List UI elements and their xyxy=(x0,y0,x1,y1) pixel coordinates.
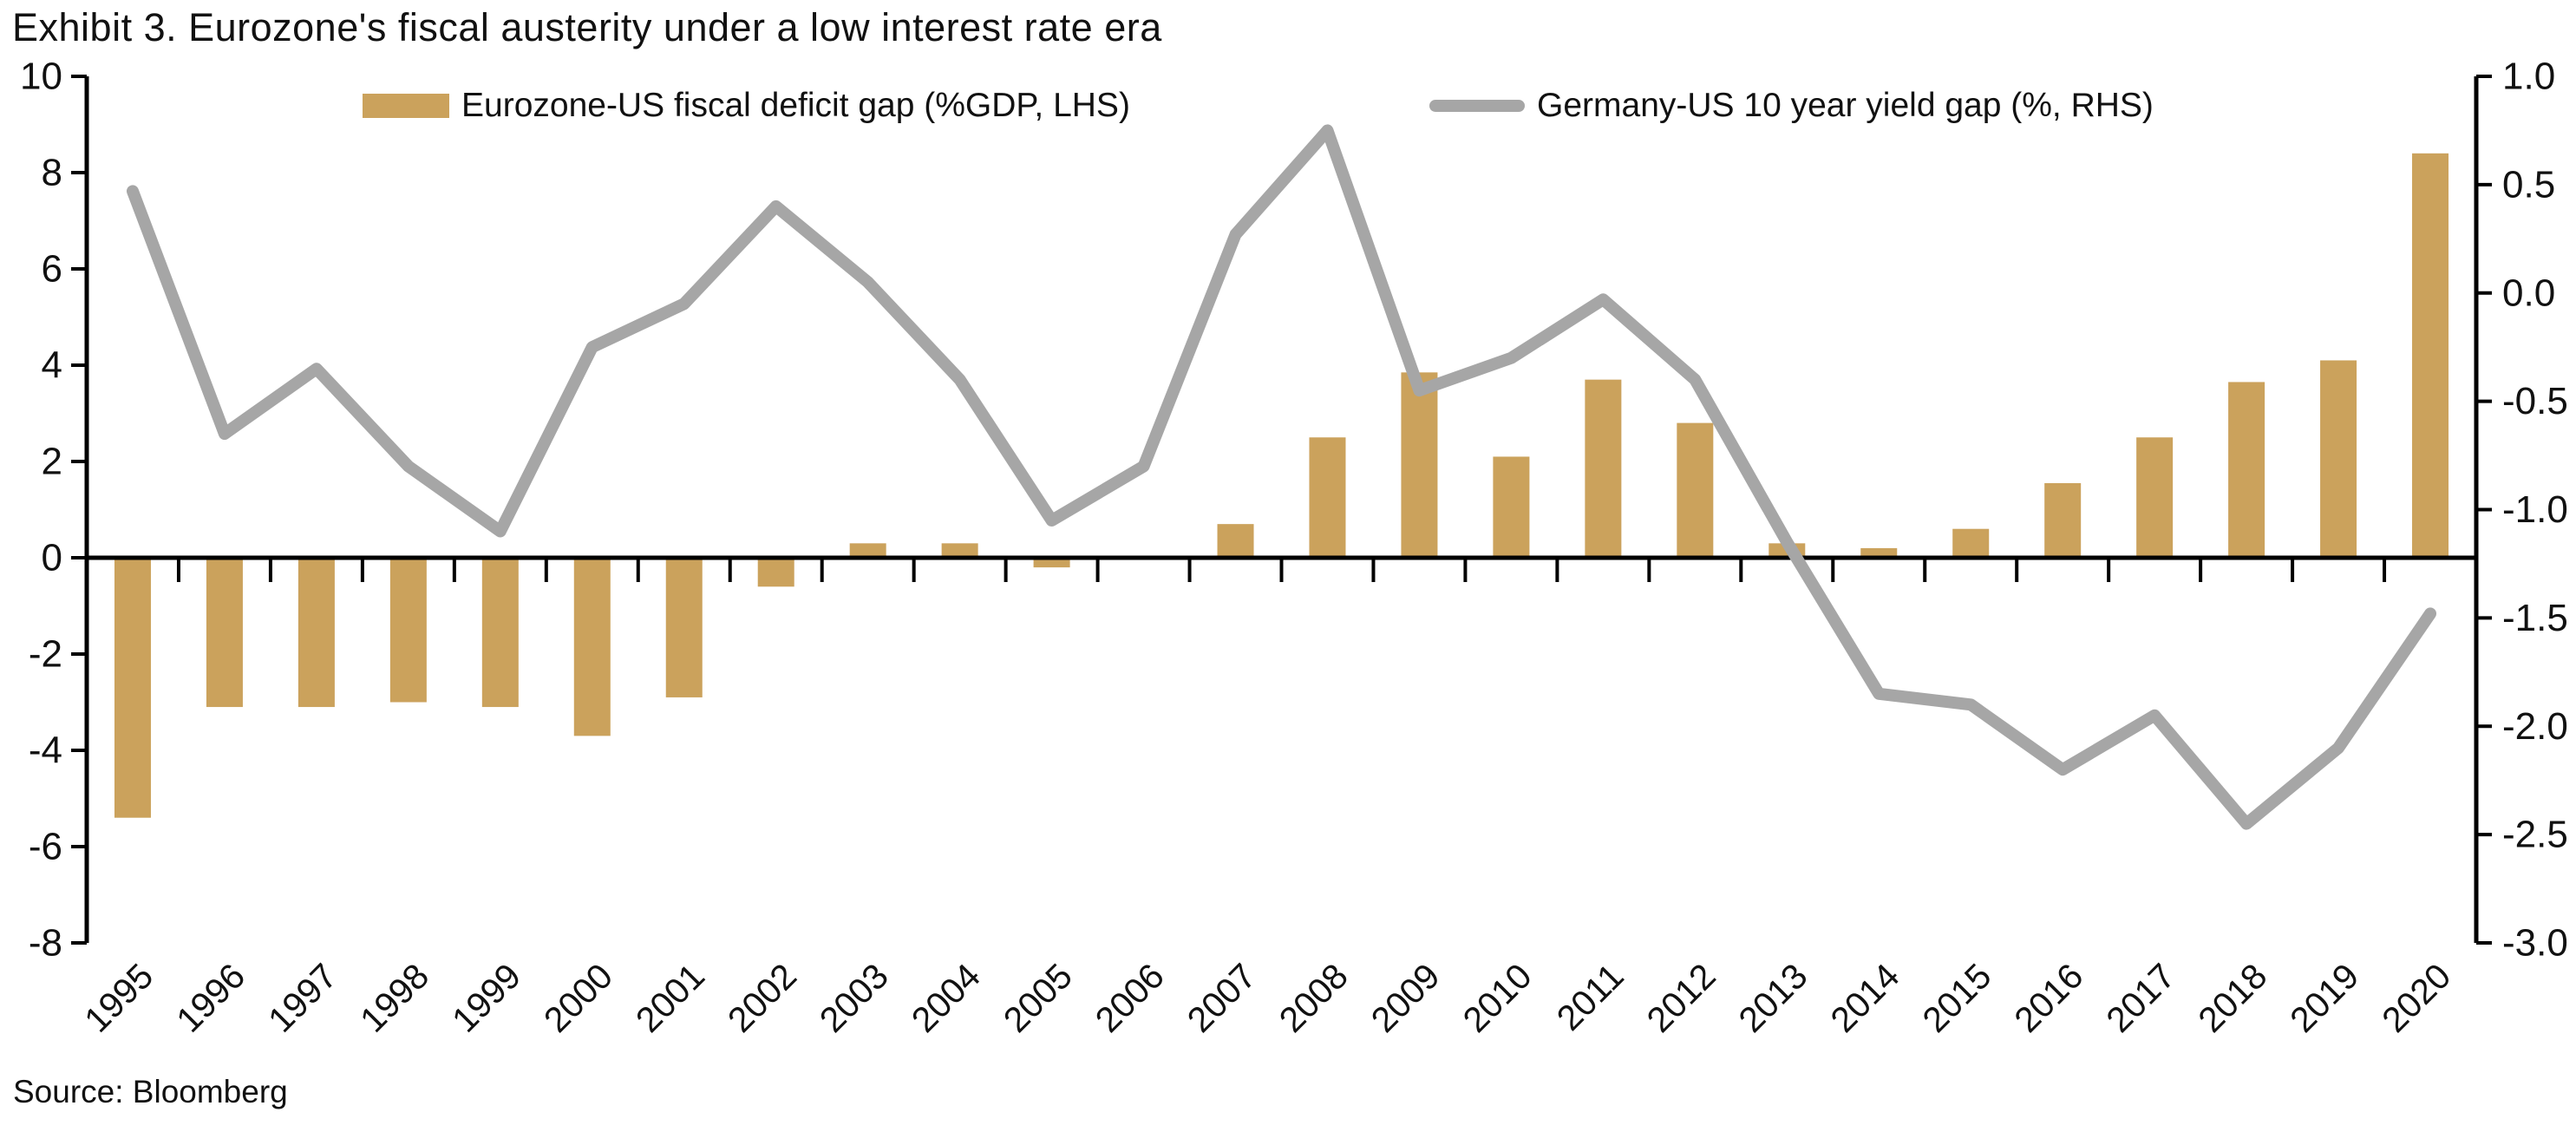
x-axis-year-label: 2016 xyxy=(2007,956,2091,1040)
bar-2018 xyxy=(2228,382,2265,558)
x-axis-year-label: 1996 xyxy=(168,956,252,1040)
right-axis-tick-label: -0.5 xyxy=(2502,380,2568,422)
right-axis-tick-label: -2.0 xyxy=(2502,705,2568,748)
right-axis-tick-label: -1.5 xyxy=(2502,597,2568,639)
bar-series-swatch-icon xyxy=(363,94,449,118)
x-axis-year-label: 2008 xyxy=(1272,956,1356,1040)
x-axis-year-label: 2020 xyxy=(2374,956,2458,1040)
left-axis-tick-label: 4 xyxy=(42,344,62,387)
bar-2011 xyxy=(1585,379,1622,558)
legend-label-bar-series: Eurozone-US fiscal deficit gap (%GDP, LH… xyxy=(461,87,1130,124)
x-axis-year-label: 2017 xyxy=(2098,956,2182,1040)
x-axis-year-label: 2004 xyxy=(904,956,988,1040)
x-axis-year-label: 2005 xyxy=(996,956,1080,1040)
bar-1999 xyxy=(481,558,519,708)
left-axis-tick-label: 0 xyxy=(42,537,62,579)
left-axis-tick-label: -4 xyxy=(29,730,62,772)
x-axis-year-label: 1997 xyxy=(260,956,344,1040)
bar-2001 xyxy=(665,558,703,697)
bar-2009 xyxy=(1401,372,1438,558)
bar-2000 xyxy=(573,558,611,736)
right-axis-tick-label: -1.0 xyxy=(2502,488,2568,531)
x-axis-year-label: 2018 xyxy=(2190,956,2274,1040)
bar-2012 xyxy=(1677,422,1714,558)
bar-2007 xyxy=(1217,524,1254,558)
right-axis-tick-label: -2.5 xyxy=(2502,814,2568,856)
line-series-path xyxy=(126,124,2437,830)
bar-2020 xyxy=(2412,153,2449,559)
left-axis-tick-label: -6 xyxy=(29,826,62,868)
left-axis-tick-label: 6 xyxy=(42,248,62,291)
bar-1997 xyxy=(297,558,335,708)
bar-2019 xyxy=(2320,360,2357,558)
bar-2016 xyxy=(2044,482,2082,558)
legend-label-line-series: Germany-US 10 year yield gap (%, RHS) xyxy=(1537,87,2154,124)
legend-item-bar-series: Eurozone-US fiscal deficit gap (%GDP, LH… xyxy=(363,83,1130,128)
bar-2005 xyxy=(1033,558,1070,568)
x-axis-year-label: 2002 xyxy=(720,956,804,1040)
source-note: Source: Bloomberg xyxy=(13,1074,288,1109)
left-axis-tick-label: 10 xyxy=(20,56,62,98)
line-series-swatch-icon xyxy=(1429,100,1525,112)
x-axis-year-label: 2013 xyxy=(1731,956,1815,1040)
right-axis-tick-label: -3.0 xyxy=(2502,922,2568,965)
x-axis-year-label: 1998 xyxy=(352,956,436,1040)
right-axis-tick-label: 1.0 xyxy=(2502,56,2555,98)
right-axis-tick-label: 0.5 xyxy=(2502,163,2555,206)
x-axis-year-label: 2014 xyxy=(1823,956,1907,1040)
legend-item-line-series: Germany-US 10 year yield gap (%, RHS) xyxy=(1429,83,2154,128)
bar-2003 xyxy=(849,543,886,558)
x-axis-year-label: 2006 xyxy=(1088,956,1172,1040)
x-axis-year-label: 2001 xyxy=(628,956,712,1040)
bar-1998 xyxy=(389,558,427,703)
x-axis-year-label: 2000 xyxy=(536,956,620,1040)
x-axis-year-label: 1999 xyxy=(444,956,528,1040)
x-axis-year-label: 2019 xyxy=(2282,956,2366,1040)
bar-2014 xyxy=(1860,547,1898,558)
chart-title: Exhibit 3. Eurozone's fiscal austerity u… xyxy=(12,5,1162,49)
bar-2004 xyxy=(941,543,978,558)
bar-2015 xyxy=(1952,528,1990,558)
x-axis-year-label: 2011 xyxy=(1549,956,1631,1038)
bar-2008 xyxy=(1309,437,1346,558)
right-axis-tick-label: 0.0 xyxy=(2502,272,2555,314)
bar-2010 xyxy=(1493,456,1530,558)
x-axis-year-label: 2015 xyxy=(1915,956,1999,1040)
x-axis-year-label: 1995 xyxy=(76,956,160,1040)
x-axis-year-label: 2007 xyxy=(1180,956,1264,1040)
x-axis-year-label: 2010 xyxy=(1455,956,1540,1040)
left-axis-tick-label: -2 xyxy=(29,633,62,676)
x-axis-year-label: 2012 xyxy=(1639,956,1723,1040)
left-axis-tick-label: 8 xyxy=(42,152,62,194)
bar-2002 xyxy=(757,558,794,587)
left-axis-tick-label: 2 xyxy=(42,441,62,483)
left-axis-tick-label: -8 xyxy=(29,922,62,965)
bar-1996 xyxy=(206,558,243,708)
bar-1995 xyxy=(114,558,151,818)
bar-2017 xyxy=(2136,437,2174,558)
x-axis-year-label: 2003 xyxy=(812,956,896,1040)
x-axis-year-label: 2009 xyxy=(1363,956,1448,1040)
